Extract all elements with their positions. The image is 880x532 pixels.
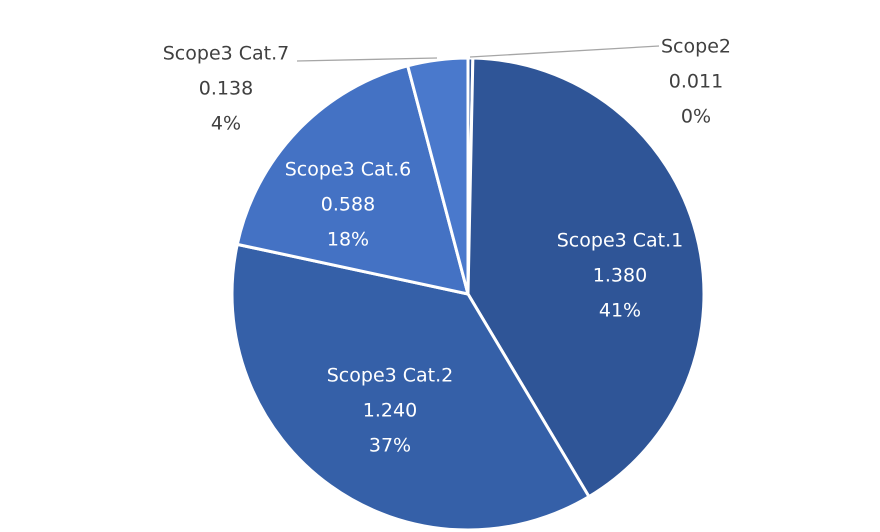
label-name: Scope3 Cat.7 (163, 43, 290, 65)
label-value: 0.011 (669, 71, 723, 93)
label-name: Scope3 Cat.6 (285, 159, 412, 181)
label-percent: 18% (327, 229, 369, 251)
label-name: Scope3 Cat.1 (557, 230, 684, 252)
label-value: 1.380 (593, 265, 647, 287)
data-label-scope3-cat-6: Scope3 Cat.6 0.588 18% (285, 159, 412, 251)
leader-line-scope3-cat-7 (296, 57, 438, 62)
pie-slice-scope3-cat-6 (235, 64, 470, 296)
label-percent: 37% (369, 435, 411, 457)
label-value: 1.240 (363, 400, 417, 422)
label-percent: 4% (211, 113, 241, 135)
data-label-scope3-cat-1: Scope3 Cat.1 1.380 41% (557, 230, 684, 322)
data-label-scope3-cat-2: Scope3 Cat.2 1.240 37% (327, 365, 454, 457)
slices-layer (230, 56, 706, 532)
label-value: 0.138 (199, 78, 253, 100)
leader-lines-layer (296, 45, 660, 62)
leader-line-scope2 (469, 45, 660, 58)
label-percent: 0% (681, 106, 711, 128)
pie-slice-scope3-cat-1 (466, 56, 706, 499)
data-label-scope3-cat-7: Scope3 Cat.7 0.138 4% (163, 43, 290, 135)
label-value: 0.588 (321, 194, 375, 216)
label-name: Scope2 (661, 36, 731, 58)
pie-slice-scope3-cat-2 (230, 242, 591, 532)
data-label-scope2: Scope2 0.011 0% (661, 36, 731, 128)
pie-slice-scope3-cat-7 (406, 56, 470, 296)
label-name: Scope3 Cat.2 (327, 365, 454, 387)
label-percent: 41% (599, 300, 641, 322)
